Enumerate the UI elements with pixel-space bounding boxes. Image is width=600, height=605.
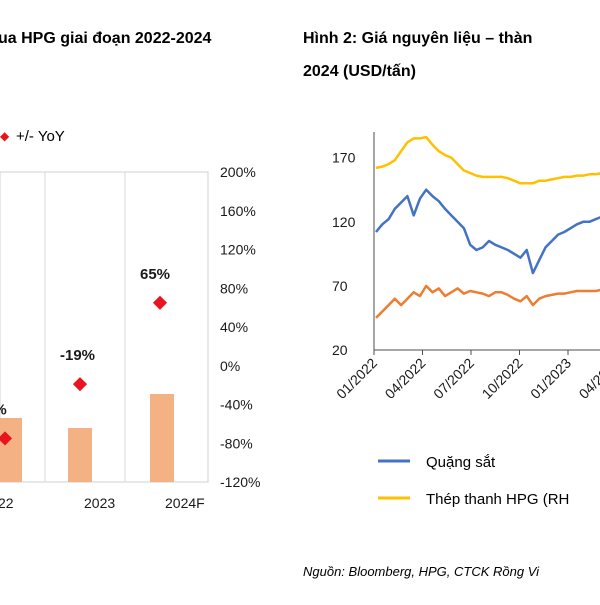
- right-y-axis: 170 120 70 20: [332, 150, 356, 358]
- yoy-marker: [0, 431, 13, 446]
- right-lines-group: [375, 135, 600, 319]
- right-x-tick-label: 04/2023: [576, 355, 600, 402]
- left-y2-tick-label: 0%: [220, 358, 240, 374]
- right-chart-title-line2: 2024 (USD/tấn): [303, 63, 416, 80]
- left-y2-tick-label: 200%: [220, 164, 256, 180]
- right-x-tick-label: 04/2022: [382, 355, 429, 402]
- left-bar: [68, 428, 92, 482]
- source-note: Nguồn: Bloomberg, HPG, CTCK Rồng Vi: [303, 564, 540, 579]
- left-x-axis: 22 2023 2024F: [0, 495, 205, 511]
- left-x-tick-label: 22: [0, 495, 14, 511]
- left-x-tick-label: 2024F: [165, 495, 205, 511]
- left-y2-tick-label: 40%: [220, 319, 248, 335]
- legend-label-steel-rebar: Thép thanh HPG (RH: [426, 491, 569, 508]
- yoy-data-label: 5%: [0, 401, 7, 418]
- left-y2-tick-label: 120%: [220, 242, 256, 258]
- right-chart-title-line1: Hình 2: Giá nguyên liệu – thàn: [303, 30, 532, 47]
- right-y-tick-label: 170: [332, 150, 356, 166]
- right-x-tick-label: 01/2022: [333, 355, 380, 402]
- left-y2-axis: 200% 160% 120% 80% 40% 0% -40% -80% -120%: [220, 164, 260, 490]
- right-series-line: [375, 135, 600, 185]
- left-bar: [150, 394, 174, 482]
- left-plot-area: [0, 171, 209, 483]
- left-y2-tick-label: -120%: [220, 474, 260, 490]
- yoy-data-label: -19%: [60, 347, 95, 364]
- right-x-tick-label: 10/2022: [479, 355, 526, 402]
- yoy-marker: [72, 377, 88, 392]
- left-bar: [0, 418, 22, 482]
- right-series-line: [375, 188, 600, 275]
- right-series-line: [375, 284, 600, 319]
- left-chart-title: ua HPG giai đoạn 2022-2024: [0, 30, 212, 47]
- right-x-tick-label: 01/2023: [527, 355, 574, 402]
- yoy-legend-marker-icon: ◆: [0, 129, 10, 143]
- right-y-tick-label: 120: [332, 214, 356, 230]
- right-y-tick-label: 20: [332, 342, 348, 358]
- legend-label-iron-ore: Quặng sắt: [426, 454, 496, 471]
- yoy-legend-label: +/- YoY: [16, 128, 65, 145]
- left-y2-tick-label: 80%: [220, 280, 248, 296]
- left-markers-group: 5% -19% 65%: [0, 266, 170, 446]
- left-bars-group: [0, 394, 174, 482]
- left-y2-tick-label: -80%: [220, 435, 253, 451]
- right-x-axis: 01/2022 04/2022 07/2022 10/2022 01/2023 04/20…: [333, 350, 600, 402]
- yoy-marker: [152, 295, 168, 310]
- right-x-tick-label: 07/2022: [430, 355, 477, 402]
- left-x-tick-label: 2023: [84, 495, 115, 511]
- right-y-tick-label: 70: [332, 278, 348, 294]
- yoy-data-label: 65%: [140, 266, 170, 283]
- left-y2-tick-label: 160%: [220, 203, 256, 219]
- left-y2-tick-label: -40%: [220, 397, 253, 413]
